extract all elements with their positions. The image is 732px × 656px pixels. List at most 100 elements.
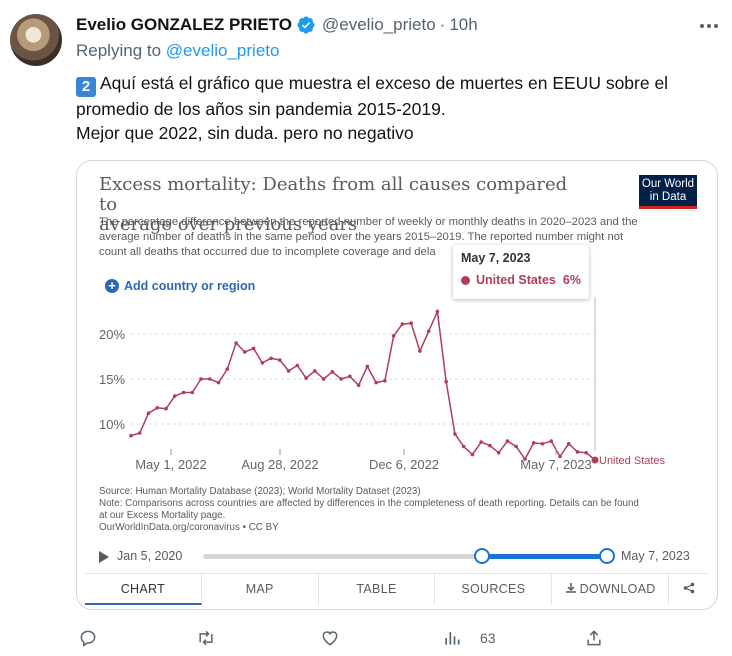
timeline-start-handle[interactable] [474, 548, 490, 564]
share-icon [683, 582, 695, 594]
x-tick-label: Aug 28, 2022 [241, 457, 318, 472]
data-point [383, 379, 387, 383]
data-point [146, 411, 151, 415]
tab-map[interactable]: MAP [202, 574, 319, 605]
chart-subtitle-line-3: count all deaths that occurred due to in… [99, 246, 436, 258]
data-point [444, 379, 448, 384]
tab-chart[interactable]: CHART [85, 574, 202, 605]
data-point [313, 369, 317, 373]
add-country-button[interactable]: + Add country or region [105, 279, 255, 293]
data-point [391, 334, 396, 338]
source-line-4: OurWorldInData.org/coronavirus • CC BY [99, 522, 279, 533]
timeline-selected-range [482, 554, 607, 559]
reply-button[interactable] [78, 628, 98, 648]
timeline-end-label: May 7, 2023 [621, 549, 690, 563]
data-point [348, 374, 352, 379]
tab-download[interactable]: DOWNLOAD [552, 574, 669, 605]
data-point [199, 377, 203, 381]
series-line-united-states [130, 308, 596, 461]
data-point [155, 406, 160, 410]
data-point [129, 433, 133, 438]
data-point [260, 361, 265, 365]
y-tick-label: 20% [99, 327, 125, 342]
owid-logo-line-1: Our World [641, 178, 695, 190]
data-point [190, 390, 195, 395]
y-tick-label: 15% [99, 372, 125, 387]
retweet-button[interactable] [196, 628, 216, 648]
data-point [409, 321, 413, 325]
views-count: 63 [480, 630, 496, 646]
chart-subtitle: The percentage difference between the re… [99, 215, 699, 260]
line-chart[interactable]: 10% 15% 20% United States May 1, 2022 Aug 28,… [77, 161, 717, 481]
tab-share[interactable] [669, 574, 709, 605]
data-point [330, 370, 335, 374]
tweet-text: 2 Aquí está el gráfico que muestra el exc… [76, 71, 721, 145]
separator-dot: · [439, 15, 446, 34]
data-point [207, 377, 212, 381]
like-icon [322, 631, 338, 646]
tab-table[interactable]: TABLE [319, 574, 436, 605]
data-point [435, 309, 440, 314]
data-point [566, 442, 571, 446]
verified-badge-icon [297, 16, 315, 34]
tweet: Evelio GONZALEZ PRIETO @evelio_prieto · … [76, 12, 721, 145]
chart-source: Source: Human Mortality Database (2023);… [99, 486, 709, 534]
x-tick-label: May 7, 2023 [520, 457, 592, 472]
timeline-track[interactable] [203, 554, 607, 559]
owid-chart: Excess mortality: Deaths from all causes… [77, 161, 717, 609]
data-point [374, 380, 378, 385]
timeline-slider[interactable]: Jan 5, 2020 May 7, 2023 [99, 545, 709, 569]
chart-title: Excess mortality: Deaths from all causes… [99, 175, 579, 235]
play-icon[interactable] [99, 551, 109, 563]
chart-subtitle-line-2: average number of deaths in the same per… [99, 231, 624, 243]
plus-icon: + [105, 279, 119, 293]
data-point [505, 439, 510, 443]
data-point [523, 457, 527, 461]
data-point [488, 443, 492, 448]
like-button[interactable] [320, 628, 340, 648]
author-name[interactable]: Evelio GONZALEZ PRIETO [76, 15, 292, 34]
series-end-label: United States [599, 455, 666, 467]
tab-sources[interactable]: SOURCES [435, 574, 553, 605]
last-data-point [591, 456, 599, 464]
source-line-1: Source: Human Mortality Database (2023);… [99, 486, 421, 497]
timeline-end-handle[interactable] [599, 548, 615, 564]
tooltip-series-name: United States [476, 273, 556, 287]
chart-title-line-1: Excess mortality: Deaths from all causes… [99, 174, 568, 215]
data-point [540, 442, 545, 446]
embedded-chart-card[interactable]: Excess mortality: Deaths from all causes… [76, 160, 718, 610]
owid-logo[interactable]: Our World in Data [639, 175, 697, 209]
data-point [584, 451, 589, 455]
data-point [575, 450, 580, 454]
replying-to-link[interactable]: @evelio_prieto [165, 41, 280, 60]
data-point [251, 346, 256, 351]
timestamp[interactable]: 10h [449, 15, 478, 34]
views-button[interactable]: 63 [442, 628, 496, 648]
chart-title-line-2: average over previous years [99, 214, 358, 235]
data-point [453, 432, 457, 436]
source-line-2: Note: Comparisons across countries are a… [99, 498, 639, 509]
data-point [172, 394, 177, 398]
data-point [418, 349, 422, 353]
add-country-label: Add country or region [124, 279, 256, 293]
share-upload-button[interactable] [584, 628, 604, 648]
source-line-3: at our Excess Mortality page. [99, 510, 226, 521]
avatar[interactable] [10, 14, 62, 66]
data-point [558, 454, 562, 459]
tooltip-value: 6% [562, 273, 581, 287]
replying-to: Replying to @evelio_prieto [76, 41, 721, 65]
keycap-two-icon: 2 [76, 77, 96, 97]
data-point [269, 356, 273, 361]
data-point [295, 363, 300, 368]
author-handle[interactable]: @evelio_prieto [322, 15, 436, 34]
x-tick-label: Dec 6, 2022 [369, 457, 439, 472]
more-options-icon[interactable] [697, 14, 721, 38]
data-point [181, 390, 186, 395]
chart-tooltip: May 7, 2023 United States 6% [453, 245, 589, 299]
data-point [243, 350, 247, 354]
tweet-actions: 63 [76, 624, 616, 652]
tooltip-date: May 7, 2023 [461, 251, 531, 265]
data-point [479, 440, 483, 444]
data-point [400, 322, 405, 326]
data-point [549, 439, 554, 443]
